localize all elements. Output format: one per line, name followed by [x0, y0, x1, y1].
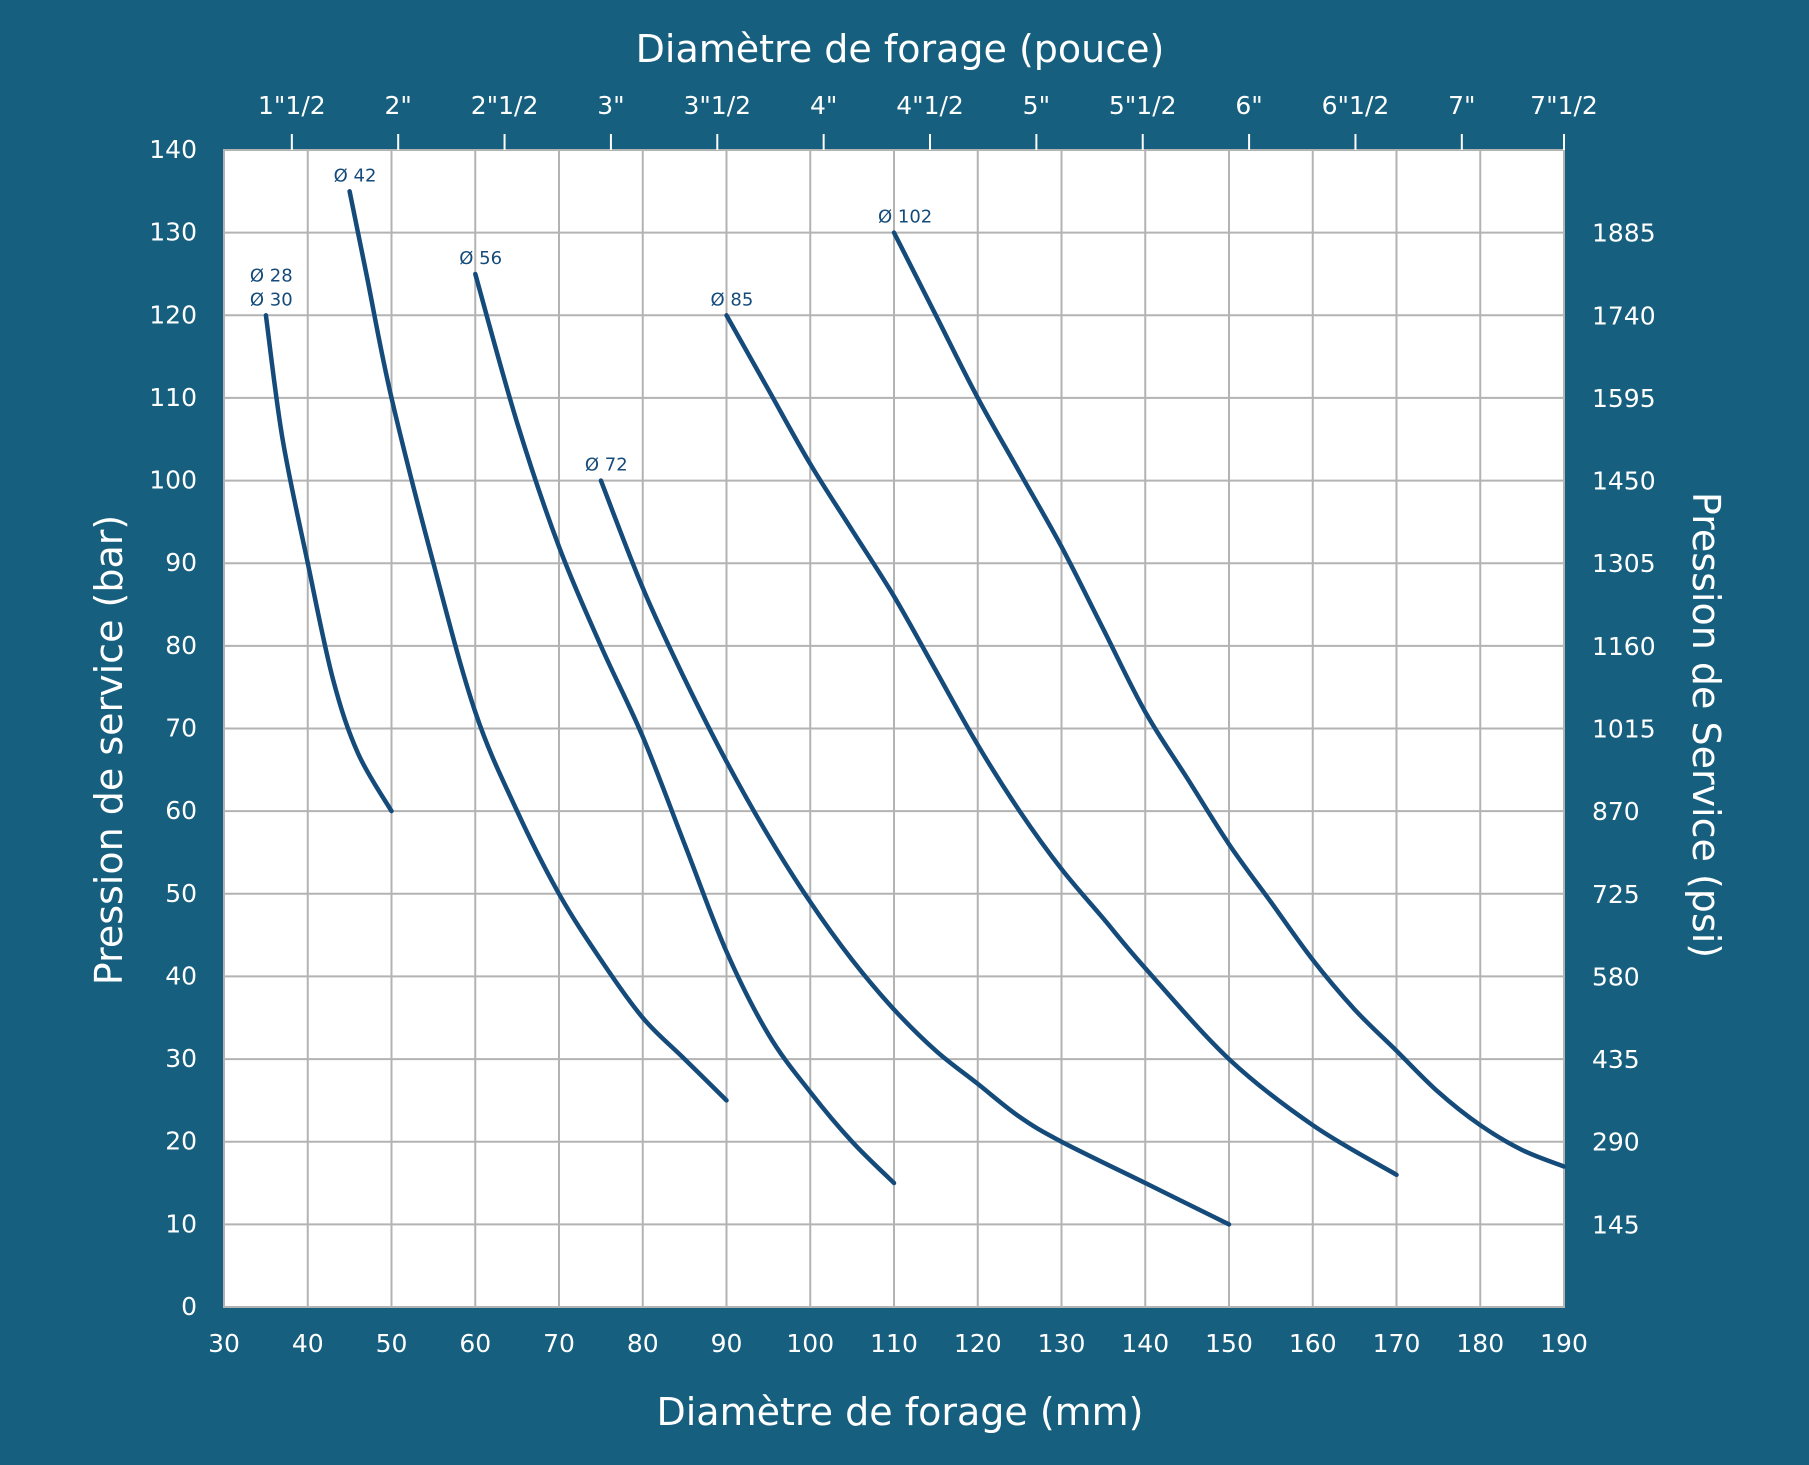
y2-tick-label: 1885 — [1592, 219, 1656, 248]
series-line — [263, 313, 394, 814]
y-tick-label: 130 — [149, 218, 197, 247]
series-line — [347, 189, 729, 1103]
series-label: Ø 42 — [334, 165, 377, 186]
top-tick-label: 5"1/2 — [1109, 91, 1177, 120]
y-tick-label: 20 — [165, 1127, 197, 1156]
x-tick-label: 80 — [627, 1329, 659, 1358]
x-axis-title: Diamètre de forage (mm) — [656, 1390, 1143, 1434]
top-axis-title: Diamètre de forage (pouce) — [636, 27, 1165, 71]
x-tick-label: 190 — [1540, 1329, 1588, 1358]
y-tick-label: 90 — [165, 548, 197, 577]
top-tick-label: 6" — [1235, 91, 1262, 120]
top-tick-label: 5" — [1023, 91, 1050, 120]
y-tick-label: 30 — [165, 1044, 197, 1073]
series-label: Ø 56 — [459, 248, 502, 269]
top-tick-label: 4" — [810, 91, 837, 120]
left-axis: 0 10 20 30 40 50 60 70 80 90 100 110 120 130 140 — [149, 135, 197, 1321]
x-tick-label: 40 — [292, 1329, 324, 1358]
y-tick-label: 50 — [165, 879, 197, 908]
series-label: Ø 102 — [878, 207, 932, 228]
series-labels: Ø 28 Ø 30 Ø 42 Ø 56 Ø 72 Ø 85 Ø 102 — [250, 165, 932, 475]
top-tick-label: 1"1/2 — [258, 91, 326, 120]
y-axis-title: Pression de service (bar) — [87, 515, 131, 985]
y2-tick-label: 1160 — [1592, 632, 1656, 661]
top-tick-label: 3" — [597, 91, 624, 120]
x-tick-label: 140 — [1121, 1329, 1169, 1358]
y2-tick-label: 1450 — [1592, 467, 1656, 496]
x-tick-label: 160 — [1289, 1329, 1337, 1358]
top-axis: 1"1/2 2" 2"1/2 3" 3"1/2 4" 4"1/2 5" 5"1/2 6" 6"1/2… — [258, 91, 1598, 150]
x-tick-label: 150 — [1205, 1329, 1253, 1358]
right-axis: 145 290 435 580 725 870 1015 1160 1305 1450 1595 17… — [1592, 219, 1656, 1240]
y-tick-label: 140 — [149, 135, 197, 164]
series-label: Ø 85 — [711, 289, 754, 310]
series-group — [263, 189, 1567, 1227]
y2-tick-label: 580 — [1592, 962, 1640, 991]
y2-tick-label: 1740 — [1592, 301, 1656, 330]
x-tick-label: 70 — [543, 1329, 575, 1358]
top-tick-label: 2" — [384, 91, 411, 120]
y2-tick-label: 725 — [1592, 880, 1640, 909]
y-tick-label: 0 — [181, 1292, 197, 1321]
y-tick-label: 110 — [149, 383, 197, 412]
y2-tick-label: 1305 — [1592, 549, 1656, 578]
x-tick-label: 90 — [711, 1329, 743, 1358]
plot-frame — [223, 149, 1565, 1308]
bottom-axis: 30 40 50 60 70 80 90 100 110 120 130 140 150 160 170 18… — [208, 1329, 1588, 1358]
y-tick-label: 10 — [165, 1209, 197, 1238]
top-tick-label: 6"1/2 — [1322, 91, 1390, 120]
x-tick-label: 180 — [1456, 1329, 1504, 1358]
x-tick-label: 100 — [786, 1329, 834, 1358]
y2-tick-label: 435 — [1592, 1045, 1640, 1074]
top-tick-label: 3"1/2 — [683, 91, 751, 120]
y2-tick-label: 870 — [1592, 797, 1640, 826]
y-tick-label: 60 — [165, 796, 197, 825]
series-line — [598, 478, 1232, 1227]
top-tick-label: 7"1/2 — [1530, 91, 1598, 120]
y2-tick-label: 1015 — [1592, 715, 1656, 744]
series-label: Ø 28 — [250, 265, 293, 286]
series-line — [473, 271, 897, 1186]
y2-tick-label: 1595 — [1592, 384, 1656, 413]
x-tick-label: 130 — [1038, 1329, 1086, 1358]
top-tick-label: 2"1/2 — [471, 91, 539, 120]
series-label: Ø 30 — [250, 289, 293, 310]
series-line — [724, 313, 1399, 1178]
y-tick-label: 100 — [149, 466, 197, 495]
x-tick-label: 30 — [208, 1329, 240, 1358]
y-tick-label: 70 — [165, 714, 197, 743]
x-tick-label: 120 — [954, 1329, 1002, 1358]
top-tick-label: 7" — [1448, 91, 1475, 120]
series-label: Ø 72 — [585, 455, 628, 476]
y2-tick-label: 145 — [1592, 1210, 1640, 1239]
x-tick-label: 110 — [870, 1329, 918, 1358]
x-tick-label: 60 — [459, 1329, 491, 1358]
x-tick-label: 170 — [1373, 1329, 1421, 1358]
y2-axis-title: Pression de Service (psi) — [1684, 492, 1728, 958]
y-tick-label: 120 — [149, 300, 197, 329]
y-tick-label: 40 — [165, 961, 197, 990]
top-tick-label: 4"1/2 — [896, 91, 964, 120]
y-tick-label: 80 — [165, 631, 197, 660]
series-line — [891, 230, 1567, 1169]
y2-tick-label: 290 — [1592, 1128, 1640, 1157]
x-tick-label: 50 — [376, 1329, 408, 1358]
